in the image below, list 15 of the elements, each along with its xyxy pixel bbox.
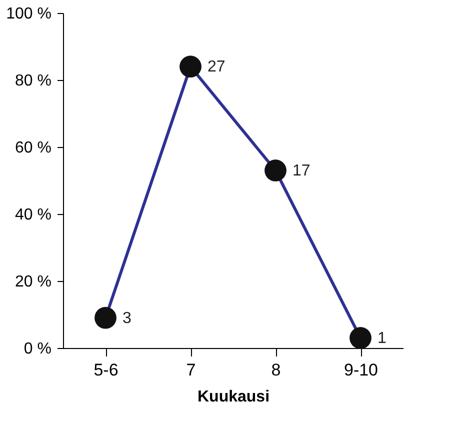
- x-tick-label: 5-6: [94, 360, 118, 380]
- y-tick-label: 80 %: [15, 72, 52, 90]
- y-tick-label: 0 %: [24, 340, 52, 358]
- y-tick-label: 60 %: [15, 140, 52, 156]
- y-tick-label: 40 %: [15, 206, 52, 224]
- x-axis-title: Kuukausi: [197, 388, 270, 406]
- annotation: 17: [292, 162, 310, 180]
- y-tick-label: 100 %: [6, 6, 52, 22]
- y-tick-label: 20 %: [15, 274, 52, 290]
- annotation: 3: [122, 310, 132, 327]
- x-tick-label: 8: [271, 360, 281, 380]
- annotation: 27: [208, 58, 226, 76]
- annotation: 1: [378, 330, 386, 347]
- x-tick-label: 9-10: [344, 360, 378, 380]
- x-tick-label: 7: [186, 360, 196, 380]
